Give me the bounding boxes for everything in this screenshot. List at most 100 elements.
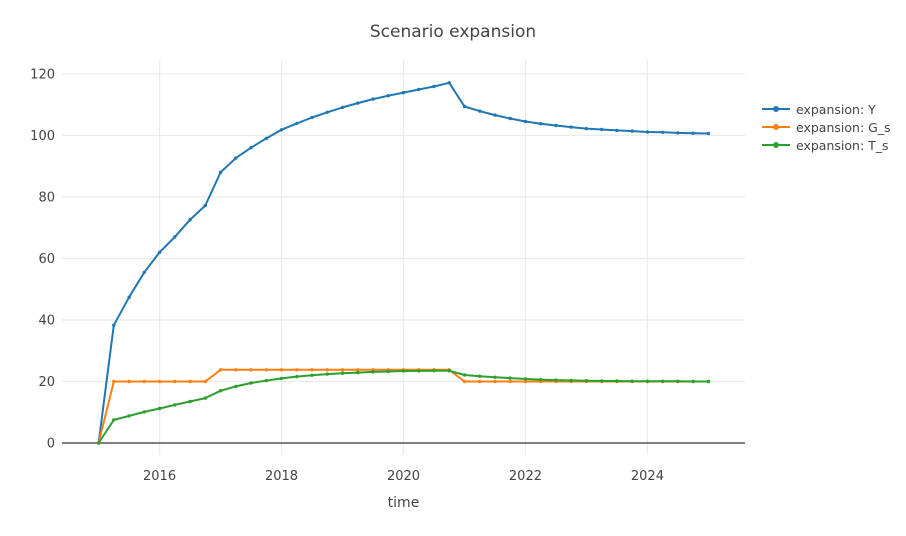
series-marker [447, 81, 451, 85]
series-marker [645, 379, 650, 383]
series-marker [615, 128, 619, 133]
x-tick-label: 2022 [509, 469, 542, 484]
series-marker [539, 377, 543, 382]
series-marker [325, 368, 329, 372]
series-marker [630, 129, 634, 133]
legend-line-marker-icon [762, 122, 790, 132]
series-marker [188, 399, 192, 404]
series-marker [325, 110, 329, 115]
series-marker [264, 136, 268, 141]
y-tick-label: 60 [38, 252, 55, 267]
series-marker [508, 116, 512, 121]
series-marker [127, 379, 131, 384]
series-marker [249, 146, 253, 150]
series-marker [600, 127, 604, 132]
series-marker [142, 410, 146, 414]
series-marker [218, 368, 223, 372]
series-marker [493, 113, 497, 117]
x-tick-label: 2020 [387, 469, 420, 484]
series-marker [691, 131, 695, 135]
series-marker [478, 109, 482, 113]
series-marker [279, 368, 284, 372]
series-marker [112, 418, 116, 422]
series-marker [584, 126, 589, 131]
series-marker [676, 379, 680, 383]
series-marker [356, 370, 360, 375]
series-marker [157, 379, 162, 384]
series-marker [295, 368, 299, 372]
series-marker [508, 376, 512, 380]
series-marker [279, 376, 284, 381]
series-marker [493, 379, 497, 384]
series-marker [295, 374, 299, 379]
legend-line-marker-icon [762, 140, 790, 150]
series-marker [340, 371, 345, 375]
series-marker [432, 369, 436, 373]
series-marker [234, 156, 238, 160]
series-marker [462, 379, 467, 384]
series-marker [462, 104, 467, 109]
series-marker [523, 379, 528, 384]
series-marker [173, 379, 177, 384]
series-marker [264, 368, 268, 372]
y-tick-label: 80 [38, 190, 55, 205]
series-marker [142, 379, 146, 384]
legend-label: expansion: G_s [796, 119, 891, 135]
series-marker [295, 121, 299, 126]
series-marker [645, 130, 650, 134]
series-marker [676, 131, 680, 135]
series-marker [554, 378, 558, 382]
series-marker [249, 381, 253, 385]
series-marker [249, 368, 253, 372]
y-tick-label: 20 [38, 375, 55, 390]
series-marker [569, 125, 573, 129]
series-marker [447, 369, 451, 373]
legend-label: expansion: T_s [796, 137, 889, 153]
legend-item-g-s[interactable]: expansion: G_s [762, 118, 891, 136]
series-marker [157, 250, 162, 254]
series-marker [523, 119, 528, 124]
series-marker [417, 87, 421, 92]
series-marker [661, 379, 665, 383]
x-tick-label: 2016 [143, 469, 176, 484]
series-marker [234, 384, 238, 389]
x-axis-title: time [387, 495, 420, 511]
series-marker [539, 122, 543, 126]
series-marker [401, 90, 406, 95]
series-marker [173, 403, 177, 407]
y-tick-label: 100 [30, 129, 55, 144]
series-marker [340, 105, 345, 110]
legend-item-y[interactable]: expansion: Y [762, 100, 891, 118]
series-marker [173, 235, 177, 239]
series-marker [630, 379, 634, 383]
series-marker [401, 369, 406, 373]
series-marker [340, 368, 345, 372]
y-tick-label: 120 [30, 67, 55, 82]
series-marker [142, 270, 146, 274]
series-marker [188, 218, 192, 222]
series-marker [478, 379, 482, 384]
series-marker [569, 378, 573, 383]
series-marker [218, 389, 223, 393]
legend-line-marker-icon [762, 104, 790, 114]
series-marker [203, 396, 207, 400]
series-marker [264, 378, 268, 383]
series-marker [325, 372, 329, 376]
series-marker [127, 414, 131, 418]
series-marker [371, 97, 375, 101]
legend-item-t-s[interactable]: expansion: T_s [762, 136, 891, 154]
x-tick-label: 2018 [265, 469, 298, 484]
chart-title: Scenario expansion [369, 22, 537, 42]
series-marker [600, 379, 604, 383]
series-marker [615, 379, 619, 383]
series-marker [478, 374, 482, 378]
series-marker [96, 441, 101, 445]
y-tick-label: 0 [47, 437, 55, 452]
series-marker [554, 123, 558, 128]
series-marker [310, 373, 314, 377]
y-tick-label: 40 [38, 313, 55, 328]
series-marker [356, 368, 360, 372]
series-marker [661, 130, 665, 134]
